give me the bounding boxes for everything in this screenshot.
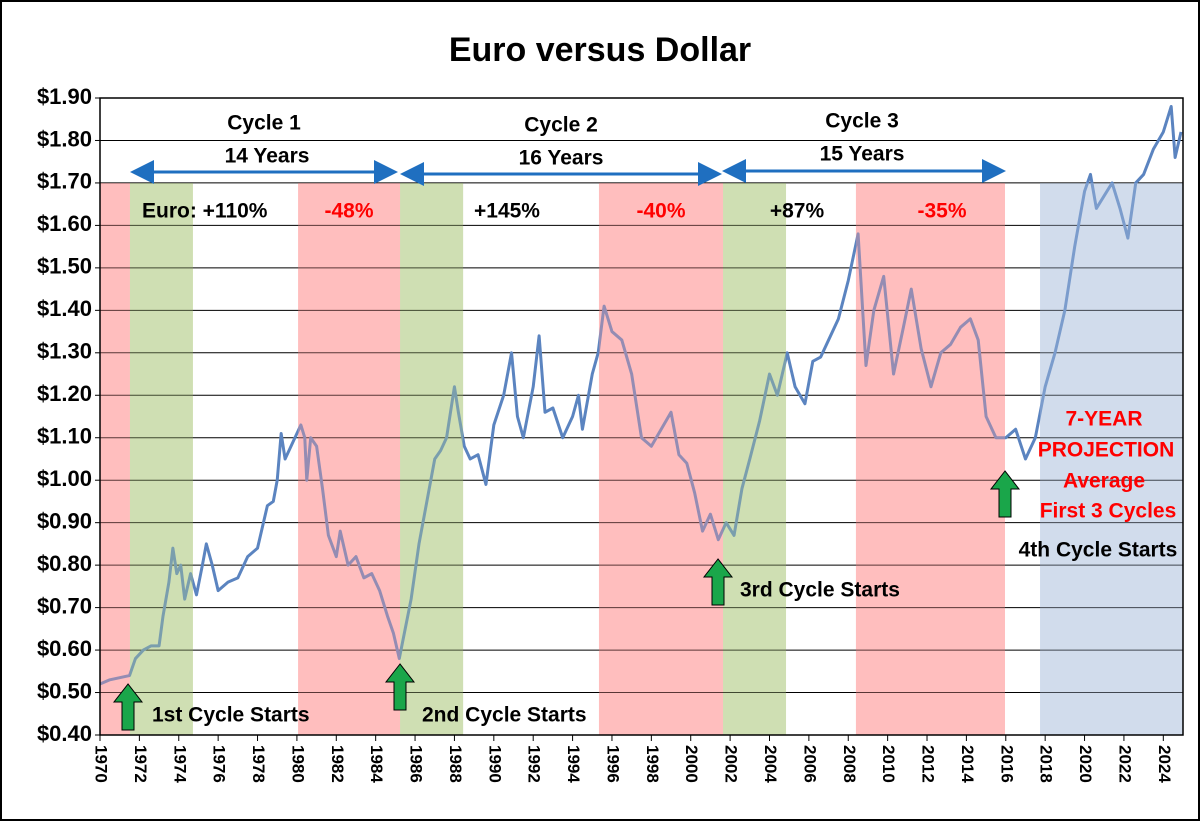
band: [1040, 183, 1183, 735]
band: [855, 183, 1005, 735]
x-tick-label: 1986: [407, 745, 426, 783]
x-tick-label: 1978: [249, 745, 268, 783]
x-tick-label: 1996: [603, 745, 622, 783]
annotation: 16 Years: [519, 147, 604, 170]
band: [400, 183, 464, 735]
annotation: Cycle 1: [227, 112, 301, 135]
y-tick-label: $1.80: [37, 126, 92, 151]
x-tick-label: 2016: [997, 745, 1016, 783]
cycle-arrows: [130, 159, 1006, 186]
annotation: -35%: [917, 200, 966, 223]
band: [723, 183, 787, 735]
annotation: 2nd Cycle Starts: [422, 704, 587, 727]
x-tick-label: 1994: [564, 745, 583, 783]
start-arrows: [112, 470, 1021, 731]
band-tint: [598, 183, 724, 735]
x-tick-label: 2022: [1115, 745, 1134, 783]
annotation: 1st Cycle Starts: [152, 704, 310, 727]
band: [129, 183, 193, 735]
annotation: Euro: +110%: [142, 200, 268, 223]
annotation: -48%: [324, 200, 373, 223]
band-tint: [855, 183, 1005, 735]
annotation: Average: [1063, 470, 1145, 493]
annotation: PROJECTION: [1038, 439, 1175, 462]
y-tick-label: $1.30: [37, 339, 92, 364]
x-tick-label: 1982: [328, 745, 347, 783]
band: [598, 183, 724, 735]
y-tick-label: $0.50: [37, 678, 92, 703]
y-tick-label: $0.80: [37, 551, 92, 576]
bands: [100, 183, 1183, 735]
y-tick-label: $1.70: [37, 169, 92, 194]
x-tick-label: 2014: [958, 745, 977, 783]
annotation: 3rd Cycle Starts: [740, 579, 900, 602]
y-tick-label: $1.10: [37, 424, 92, 449]
x-tick-label: 1992: [525, 745, 544, 783]
band-tint: [298, 183, 401, 735]
x-tick-label: 2010: [879, 745, 898, 783]
band-tint: [400, 183, 464, 735]
y-tick-label: $0.70: [37, 593, 92, 618]
x-tick-label: 1976: [210, 745, 229, 783]
start-arrow: [384, 663, 416, 711]
x-tick-label: 2024: [1155, 745, 1174, 783]
annotation: +87%: [770, 200, 825, 223]
y-tick-label: $0.90: [37, 508, 92, 533]
start-arrow: [989, 470, 1021, 518]
start-arrow: [112, 683, 144, 731]
x-tick-label: 1990: [485, 745, 504, 783]
y-tick-label: $1.00: [37, 466, 92, 491]
y-tick-label: $1.20: [37, 381, 92, 406]
line: [99, 104, 1183, 686]
annotation: Cycle 2: [524, 114, 598, 137]
band-tint: [100, 183, 130, 735]
x-tick-label: 2006: [800, 745, 819, 783]
annotation: -40%: [636, 200, 685, 223]
band-tint: [1040, 183, 1183, 735]
x-tick-label: 2002: [722, 745, 741, 783]
x-tick-label: 2004: [761, 745, 780, 783]
annotation: Cycle 3: [825, 110, 899, 133]
x-tick-label: 1980: [288, 745, 307, 783]
band-tint: [129, 183, 193, 735]
y-tick-label: $1.60: [37, 211, 92, 236]
x-tick-label: 1998: [643, 745, 662, 783]
y-tick-label: $1.90: [37, 84, 92, 109]
annotation: 14 Years: [225, 145, 310, 168]
y-tick-label: $0.40: [37, 721, 92, 746]
x-tick-label: 1972: [131, 745, 150, 783]
x-tick-label: 1984: [367, 745, 386, 783]
x-tick-label: 2000: [682, 745, 701, 783]
annotation: +145%: [474, 200, 540, 223]
x-tick-label: 1974: [170, 745, 189, 783]
x-tick-label: 2008: [840, 745, 859, 783]
start-arrow: [702, 558, 734, 606]
y-tick-label: $0.60: [37, 636, 92, 661]
plot-border: [99, 97, 1184, 736]
y-tick-label: $1.40: [37, 296, 92, 321]
band-tint: [723, 183, 787, 735]
band: [100, 183, 130, 735]
annotation: 15 Years: [820, 143, 905, 166]
x-tick-label: 2020: [1076, 745, 1095, 783]
chart-title: Euro versus Dollar: [449, 31, 751, 69]
x-tick-label: 1988: [446, 745, 465, 783]
band-overlay: [100, 183, 1183, 735]
x-tick-label: 2012: [919, 745, 938, 783]
annotation: 7-YEAR: [1065, 408, 1142, 431]
annotation: First 3 Cycles: [1040, 500, 1177, 523]
y-tick-label: $1.50: [37, 254, 92, 279]
x-tick-label: 2018: [1037, 745, 1056, 783]
annotation: 4th Cycle Starts: [1019, 539, 1178, 562]
x-tick-label: 1970: [92, 745, 111, 783]
band: [298, 183, 401, 735]
plot: [99, 104, 1183, 686]
